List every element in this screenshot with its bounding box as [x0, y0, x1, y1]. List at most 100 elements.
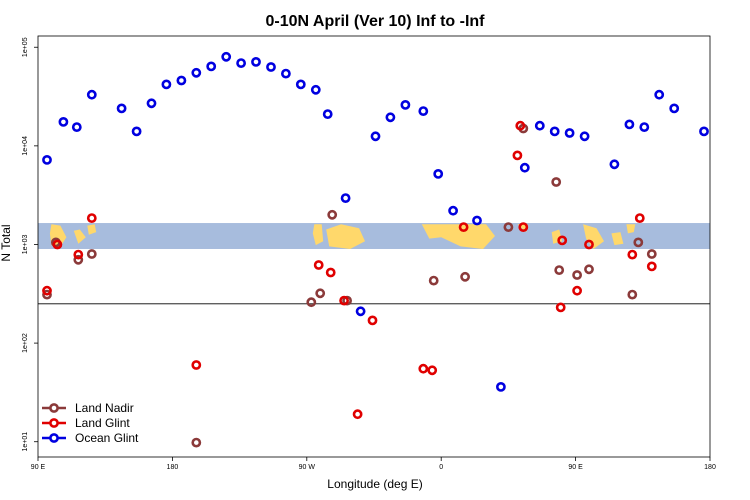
- point-land-glint: [646, 261, 657, 272]
- point-land-nadir: [460, 271, 470, 282]
- point-land-glint: [427, 365, 438, 376]
- y-tick-label: 1e+02: [22, 333, 29, 353]
- legend-marker-land-nadir: [49, 403, 59, 413]
- point-land-nadir: [86, 249, 97, 259]
- point-ocean-glint: [549, 126, 560, 137]
- y-axis: 1e+01 1e+02 1e+03 1e+04 1e+05: [22, 37, 38, 452]
- land-mass: [611, 232, 624, 246]
- point-ocean-glint: [221, 51, 232, 62]
- point-ocean-glint: [176, 75, 187, 86]
- point-ocean-glint: [669, 103, 680, 114]
- point-ocean-glint: [251, 57, 261, 67]
- point-ocean-glint: [71, 122, 82, 132]
- point-land-glint: [191, 360, 202, 370]
- point-ocean-glint: [116, 103, 127, 114]
- point-ocean-glint: [400, 100, 411, 110]
- land-mass: [312, 224, 324, 246]
- point-ocean-glint: [206, 61, 217, 72]
- y-tick-label: 1e+04: [22, 136, 29, 156]
- point-ocean-glint: [161, 79, 172, 90]
- point-ocean-glint: [42, 154, 52, 165]
- land-mass: [87, 224, 97, 235]
- point-ocean-glint: [295, 79, 306, 90]
- point-land-glint: [627, 249, 638, 260]
- land-mass: [583, 224, 604, 249]
- legend-label-land-glint: Land Glint: [75, 416, 130, 430]
- point-ocean-glint: [579, 131, 590, 142]
- point-land-glint: [42, 285, 52, 296]
- point-land-nadir: [646, 249, 657, 259]
- data-points: [42, 51, 709, 448]
- point-ocean-glint: [624, 119, 635, 130]
- plot-frame: [37, 35, 711, 458]
- x-axis-label: Longitude (deg E): [327, 477, 422, 491]
- x-tick-label: 90 E: [31, 464, 46, 471]
- legend-marker-ocean-glint: [49, 433, 59, 443]
- point-land-glint: [325, 267, 336, 278]
- point-land-glint: [512, 150, 523, 161]
- point-ocean-glint: [131, 126, 142, 137]
- y-axis-label: N Total: [0, 224, 13, 261]
- point-ocean-glint: [370, 131, 381, 142]
- point-land-glint: [352, 409, 363, 420]
- point-land-glint: [572, 285, 582, 296]
- y-tick-label: 1e+03: [22, 235, 29, 255]
- point-land-glint: [86, 213, 97, 223]
- point-land-nadir: [428, 275, 439, 286]
- point-land-nadir: [327, 209, 338, 220]
- point-land-glint: [515, 120, 526, 131]
- point-land-nadir: [554, 265, 565, 275]
- point-land-nadir: [551, 177, 562, 187]
- point-land-nadir: [627, 289, 638, 300]
- point-land-glint: [418, 363, 429, 374]
- point-land-nadir: [584, 264, 594, 275]
- point-ocean-glint: [322, 109, 333, 119]
- y-tick-label: 1e+01: [22, 432, 29, 452]
- point-ocean-glint: [280, 68, 291, 79]
- plot-border: [37, 35, 711, 458]
- point-land-glint: [555, 302, 566, 313]
- point-land-glint: [313, 260, 324, 270]
- point-ocean-glint: [236, 58, 246, 68]
- x-tick-label: 180: [704, 464, 716, 471]
- land-mass: [73, 229, 86, 244]
- point-land-nadir: [191, 437, 202, 448]
- legend-label-land-nadir: Land Nadir: [75, 401, 134, 415]
- point-land-nadir: [572, 270, 582, 280]
- point-ocean-glint: [654, 89, 665, 100]
- point-ocean-glint: [534, 120, 545, 131]
- point-ocean-glint: [609, 159, 620, 170]
- point-ocean-glint: [448, 205, 458, 216]
- point-land-glint: [634, 213, 645, 223]
- x-tick-label: 90 E: [568, 464, 583, 471]
- point-land-nadir: [73, 254, 84, 265]
- point-ocean-glint: [433, 168, 444, 179]
- point-land-nadir: [306, 297, 317, 308]
- point-land-glint: [367, 315, 378, 326]
- point-land-nadir: [42, 289, 52, 300]
- point-ocean-glint: [146, 98, 157, 109]
- point-ocean-glint: [340, 193, 351, 203]
- x-tick-label: 180: [167, 464, 179, 471]
- map-background: [38, 223, 710, 249]
- point-ocean-glint: [310, 84, 321, 95]
- x-tick-label: 90 W: [299, 464, 316, 471]
- point-land-glint: [52, 239, 63, 250]
- point-ocean-glint: [355, 306, 366, 317]
- point-ocean-glint: [472, 215, 482, 226]
- point-land-nadir: [633, 237, 644, 248]
- point-ocean-glint: [495, 381, 506, 392]
- point-land-glint: [458, 222, 469, 232]
- land-mass: [626, 224, 636, 234]
- point-ocean-glint: [266, 62, 276, 72]
- point-ocean-glint: [191, 67, 202, 78]
- point-land-glint: [339, 295, 349, 306]
- point-land-nadir: [315, 288, 326, 299]
- point-ocean-glint: [86, 89, 97, 100]
- land-mass: [326, 224, 365, 249]
- point-ocean-glint: [564, 128, 575, 138]
- point-ocean-glint: [58, 117, 69, 127]
- legend-label-ocean-glint: Ocean Glint: [75, 431, 139, 445]
- point-ocean-glint: [519, 162, 530, 173]
